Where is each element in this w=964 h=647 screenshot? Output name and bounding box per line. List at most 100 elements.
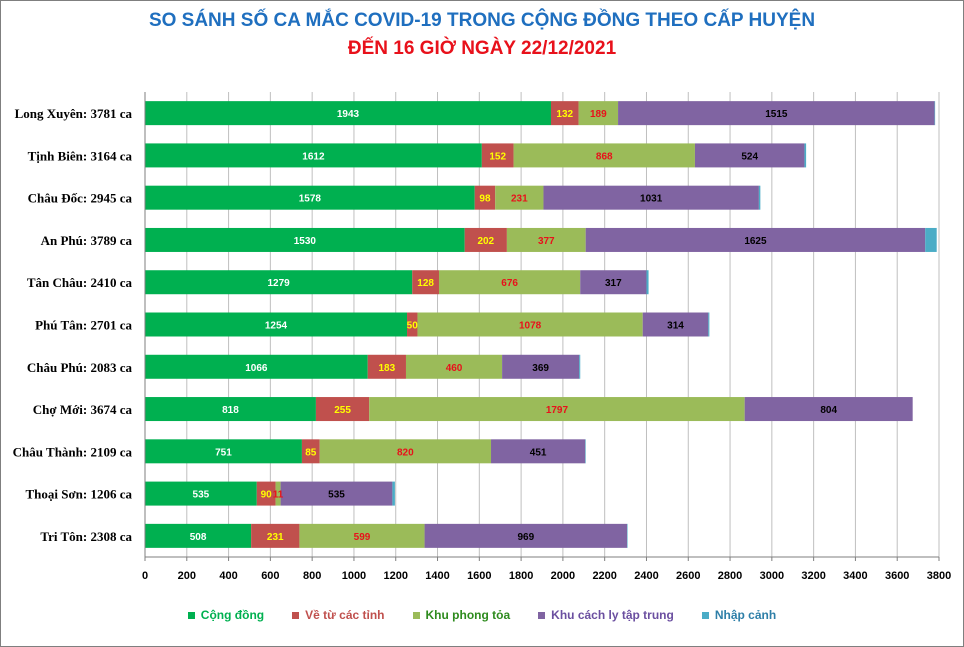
category-label: Châu Phú: 2083 ca [27, 360, 133, 375]
legend-label: Khu cách ly tập trung [551, 608, 674, 622]
bar-segment [618, 101, 935, 126]
legend-item: Khu cách ly tập trung [538, 608, 674, 622]
value-labels: 1943 132 189 1515 1612 152 868 524 1578 98 231 1031… [190, 109, 838, 543]
data-label: 231 [267, 532, 284, 543]
bar-segment [506, 227, 586, 252]
data-label: 128 [417, 278, 434, 289]
data-label: 969 [517, 532, 534, 543]
data-label: 535 [193, 490, 210, 501]
bar-segment [145, 101, 551, 126]
data-label: 255 [334, 405, 351, 416]
data-label: 189 [590, 109, 607, 120]
bar-segment [438, 270, 581, 295]
data-label: 183 [379, 363, 396, 374]
legend-label: Về từ các tỉnh [305, 608, 385, 622]
x-tick-label: 600 [261, 570, 279, 582]
bar-segment [319, 439, 492, 464]
data-label: 820 [397, 447, 414, 458]
data-label: 1625 [744, 236, 767, 247]
bar-segment [145, 185, 475, 210]
category-label: Phú Tân: 2701 ca [35, 318, 132, 333]
x-tick-label: 1600 [467, 570, 491, 582]
data-label: 676 [501, 278, 518, 289]
category-label: Tịnh Biên: 3164 ca [28, 148, 133, 163]
category-label: Châu Thành: 2109 ca [13, 444, 133, 459]
data-label: 50 [407, 321, 419, 332]
data-label: 1612 [302, 151, 325, 162]
bar-segment [145, 143, 482, 168]
x-tick-label: 2800 [718, 570, 742, 582]
legend-swatch [701, 611, 709, 619]
legend-swatch [292, 611, 300, 619]
bar-segment [491, 439, 586, 464]
category-label: Tân Châu: 2410 ca [27, 275, 133, 290]
data-label: 90 [261, 490, 273, 501]
bar-segment [407, 312, 418, 337]
data-label: 508 [190, 532, 207, 543]
category-label: Chợ Mới: 3674 ca [33, 402, 133, 417]
x-tick-label: 3000 [760, 570, 784, 582]
bar-segment [145, 439, 302, 464]
bar-segment [145, 397, 316, 422]
data-label: 1279 [267, 278, 290, 289]
data-label: 818 [222, 405, 239, 416]
data-label: 751 [215, 447, 232, 458]
bar-segment [513, 143, 695, 168]
data-label: 868 [596, 151, 613, 162]
legend-item: Cộng đồng [187, 608, 265, 622]
category-label: Long Xuyên: 3781 ca [15, 106, 133, 121]
bar-segment [424, 523, 628, 548]
legend-item: Nhập cảnh [701, 608, 776, 622]
bar-segment [550, 101, 579, 126]
x-tick-label: 1800 [509, 570, 533, 582]
data-label: 202 [477, 236, 494, 247]
legend-swatch [412, 611, 420, 619]
data-label: 317 [605, 278, 622, 289]
data-label: 152 [489, 151, 506, 162]
x-tick-label: 2200 [592, 570, 616, 582]
bar-segment [481, 143, 514, 168]
data-label: 599 [354, 532, 371, 543]
bar-segment [256, 481, 276, 506]
bar-segment [367, 354, 406, 379]
bar-segment [145, 227, 465, 252]
data-label: 1066 [245, 363, 268, 374]
bar-segment [627, 523, 628, 548]
data-label: 1797 [546, 405, 569, 416]
bar-segment [145, 481, 257, 506]
data-label: 524 [741, 151, 758, 162]
bar-segment [251, 523, 300, 548]
data-label: 1943 [337, 109, 360, 120]
data-label: 1515 [765, 109, 788, 120]
legend-label: Cộng đồng [200, 608, 265, 622]
bar-segment [744, 397, 913, 422]
bar-segment [145, 312, 408, 337]
x-tick-label: 200 [178, 570, 196, 582]
legend: Cộng đồng Về từ các tỉnh Khu phong tỏa Khu … [0, 608, 964, 622]
bar-segment [578, 101, 619, 126]
legend-item: Về từ các tỉnh [292, 608, 385, 622]
category-labels: Long Xuyên: 3781 ca Tịnh Biên: 3164 ca Châ… [13, 106, 133, 544]
bar-segment [417, 312, 643, 337]
legend-swatch [187, 611, 195, 619]
bar-segment [502, 354, 580, 379]
category-label: An Phú: 3789 ca [41, 233, 133, 248]
bar-segment [579, 354, 581, 379]
bar-segment [405, 354, 503, 379]
x-tick-label: 800 [303, 570, 321, 582]
data-label: 85 [305, 447, 317, 458]
bar-segment [299, 523, 425, 548]
legend-label: Khu phong tỏa [425, 608, 511, 622]
data-label: 535 [328, 490, 345, 501]
bar-segment [145, 270, 413, 295]
bar-segment [474, 185, 496, 210]
x-tick-labels: 0 200 400 600 800 1000 1200 1400 1600 1800 2000 220… [142, 557, 951, 582]
data-label: 1031 [640, 194, 663, 205]
data-label: 804 [820, 405, 837, 416]
bar-segment [804, 143, 807, 168]
legend-item: Khu phong tỏa [412, 608, 511, 622]
category-label: Thoại Sơn: 1206 ca [25, 487, 132, 502]
bar-segment [580, 270, 647, 295]
data-label: 1254 [265, 321, 288, 332]
bar-segment [495, 185, 544, 210]
